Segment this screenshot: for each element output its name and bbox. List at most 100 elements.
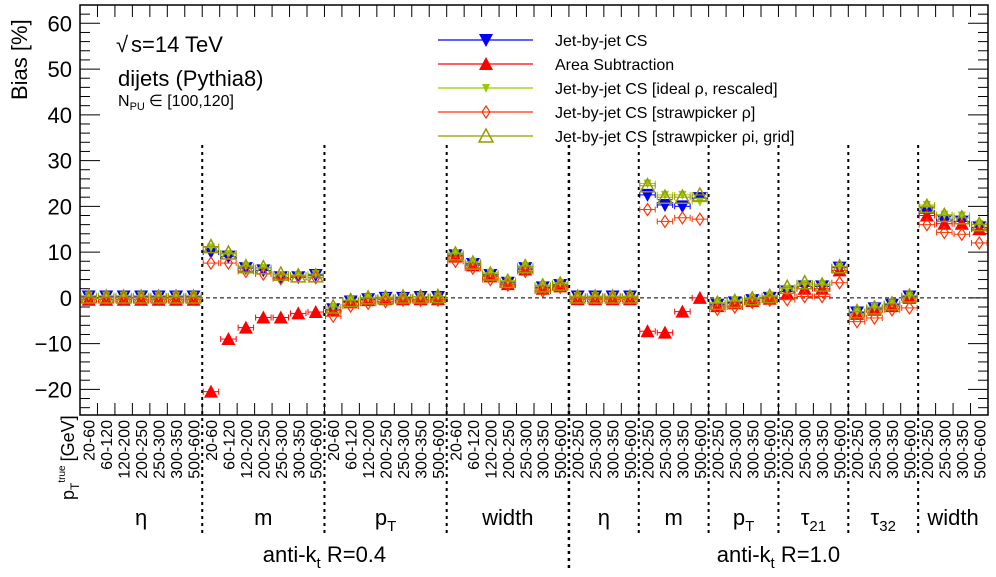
diamond-marker [241,264,251,279]
up-triangle-marker [937,216,952,230]
up-triangle-marker [919,208,934,222]
x-bin-label: 250-300 [396,420,413,479]
group-label: η [598,505,610,530]
x-bin-label: 250-300 [868,420,885,479]
diamond-marker [939,225,950,240]
open-triangle-marker [517,258,534,274]
y-axis-title: Bias [%] [7,19,32,100]
diamond-marker [765,293,775,308]
x-bin-label: 120-200 [361,420,378,479]
group-label-main: τ [871,505,880,530]
x-bin-label: 20-60 [448,420,465,461]
open-triangle-marker [901,287,918,303]
x-bin-label: 300-350 [291,420,308,479]
x-bin-label: 500-600 [309,420,326,479]
group-label: τ21 [801,505,826,535]
down-triangle-marker [657,198,672,212]
legend-label: Jet-by-jet CS [ideal ρ, rescaled] [555,81,778,98]
data-markers [80,177,988,398]
x-bin-label: 20-60 [204,420,221,461]
x-bin-label: 200-250 [379,420,396,479]
small-triangle-marker [206,243,215,253]
diamond-marker [555,280,565,295]
y-tick-label: 50 [48,57,72,82]
legend-label: Jet-by-jet CS [strawpicker ρi, grid] [555,129,794,146]
open-triangle-marker [185,288,202,304]
legend-label: Jet-by-jet CS [555,33,647,50]
group-label: width [926,505,978,530]
open-triangle-marker [726,292,744,309]
open-triangle-marker [971,216,988,232]
collection-main: anti-k [717,542,772,567]
group-label-main: m [665,505,683,530]
up-triangle-marker [692,290,707,304]
open-triangle-marker [307,267,324,283]
open-triangle-marker [534,277,551,293]
sqrt-symbol: √ [116,32,129,57]
series-2 [80,179,988,317]
group-label-main: width [926,505,978,530]
x-bin-label: 250-300 [937,420,954,479]
y-tick-label: −10 [35,332,72,357]
x-bin-label: 250-300 [274,420,291,479]
diamond-marker [276,271,286,286]
series-0 [80,188,988,320]
open-triangle-marker [132,288,150,304]
small-triangle-marker [224,249,233,259]
series-1 [80,208,988,398]
diamond-marker [782,292,792,307]
group-label: τ32 [871,505,896,535]
group-label-sub: 32 [879,518,896,535]
x-bin-label: 60-120 [221,420,238,470]
x-bin-label: 300-350 [414,420,431,479]
group-label: η [135,505,147,530]
group-label-main: η [598,505,610,530]
x-bin-label: 500-600 [553,420,570,479]
y-tick-label: −20 [35,377,72,402]
up-triangle-marker [273,310,288,324]
open-triangle-marker [220,244,237,260]
open-triangle-marker [342,292,359,308]
x-bin-label: 300-350 [745,420,762,479]
x-bin-label: 300-350 [885,420,902,479]
group-label-sub: T [387,518,396,535]
open-triangle-marker [813,276,831,292]
open-triangle-marker [744,290,761,306]
jet-collection-label: anti-kt R=1.0 [717,542,840,572]
x-bin-label: 20-60 [82,420,99,461]
group-label-main: τ [801,505,810,530]
open-triangle-marker [394,288,412,304]
open-triangle-marker [412,288,429,304]
x-bin-label: 500-600 [431,420,448,479]
x-bin-label: 200-250 [780,420,797,479]
collection-sub: t [317,555,322,572]
x-bin-label: 300-350 [675,420,692,479]
open-triangle-marker [359,289,377,305]
x-bin-label: 500-600 [972,420,989,479]
up-triangle-marker [657,325,672,339]
y-tick-label: 30 [48,149,72,174]
x-bin-label: 60-120 [344,420,361,470]
x-bin-label: 500-600 [187,420,204,479]
x-bin-label: 300-350 [606,420,623,479]
diamond-marker [398,293,408,308]
x-bin-label: 500-600 [623,420,640,479]
open-triangle-marker [709,294,726,311]
group-label: pT [375,505,396,535]
diamond-marker [468,261,478,276]
diamond-marker [660,214,670,229]
open-triangle-marker [674,188,691,204]
diamond-marker [712,302,723,317]
open-triangle-marker [237,258,255,274]
group-label-main: p [733,505,745,530]
x-bin-label: 200-250 [641,420,658,479]
collection-sub: t [771,555,776,572]
series-4 [80,177,988,319]
x-bin-label: 200-250 [571,420,588,479]
open-triangle-marker [447,245,464,261]
up-triangle-marker [675,304,690,318]
group-label-main: m [254,505,272,530]
diamond-marker [974,235,984,251]
open-triangle-marker [272,265,290,281]
